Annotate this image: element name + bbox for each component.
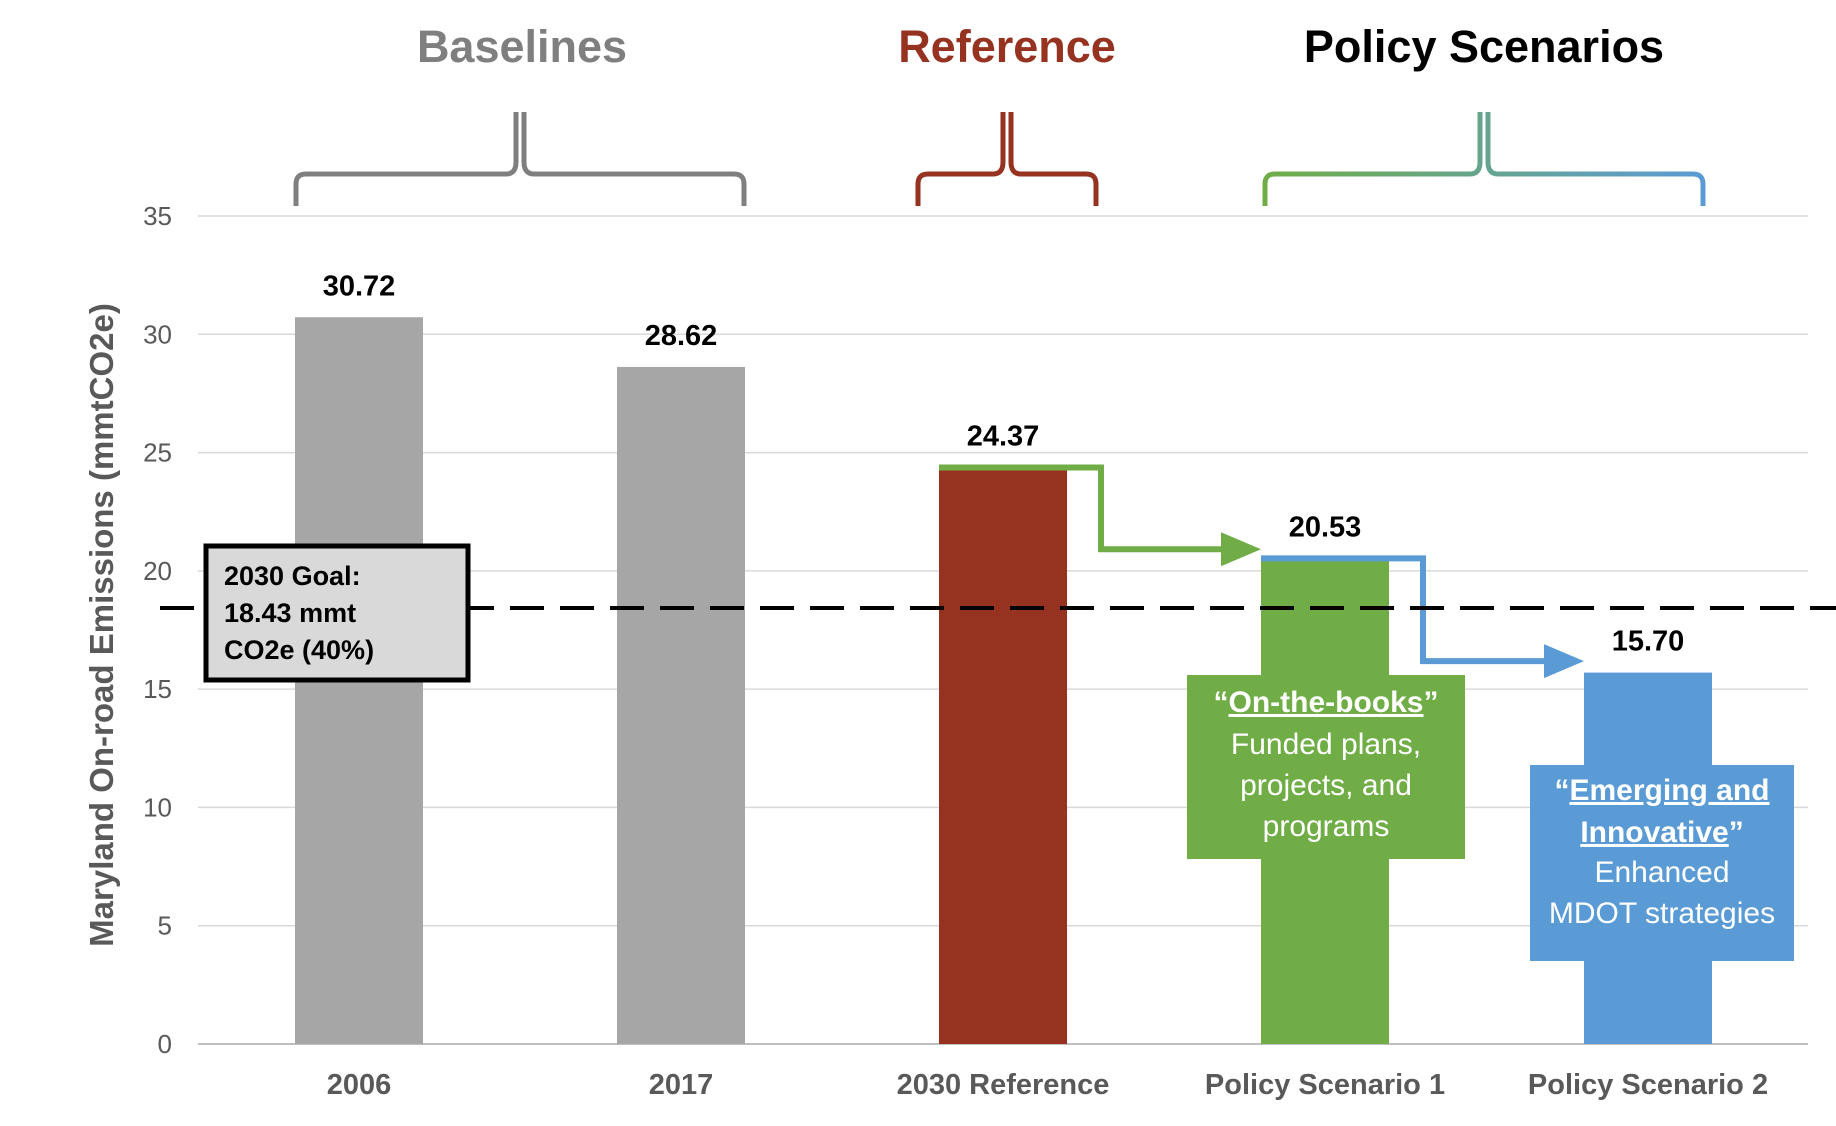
bar <box>617 366 745 1044</box>
data-labels: 30.72 28.62 24.37 20.53 15.70 <box>323 270 1685 657</box>
group-title: Reference <box>898 21 1116 72</box>
y-axis-label: Maryland On-road Emissions (mmtCO2e) <box>83 303 120 947</box>
arrow-head-icon <box>1544 644 1584 679</box>
scenario-notes: “On-the-books” Funded plans, projects, and… <box>1187 675 1794 961</box>
goal-text: CO2e (40%) <box>224 635 374 665</box>
y-tick-label: 35 <box>143 201 172 231</box>
y-tick-label: 15 <box>143 674 172 704</box>
category-label: 2017 <box>649 1069 714 1101</box>
y-tick-label: 20 <box>143 556 172 586</box>
y-tick-label: 0 <box>158 1029 172 1059</box>
y-tick-label: 10 <box>143 792 172 822</box>
note-body: Funded plans, <box>1231 728 1421 761</box>
group-braces: Baselines Reference Policy Scenarios <box>293 21 1706 206</box>
note-body: MDOT strategies <box>1549 897 1775 930</box>
goal-text: 2030 Goal: <box>224 561 361 591</box>
category-label: Policy Scenario 1 <box>1205 1069 1445 1101</box>
note-title: “Emerging and <box>1554 774 1769 807</box>
y-tick-label: 5 <box>158 911 172 941</box>
note-body: projects, and <box>1240 769 1412 802</box>
note-body: programs <box>1263 810 1390 843</box>
category-label: 2006 <box>327 1069 392 1101</box>
group-title: Policy Scenarios <box>1304 21 1664 72</box>
reduction-arrow-line <box>939 464 1227 553</box>
data-label: 15.70 <box>1612 626 1685 658</box>
group-brace <box>293 112 747 206</box>
group-brace <box>1262 112 1706 206</box>
goal-box <box>203 543 471 683</box>
category-label: Policy Scenario 2 <box>1528 1069 1768 1101</box>
bar <box>939 467 1067 1044</box>
note-title: “On-the-books” <box>1214 686 1439 719</box>
category-label: 2030 Reference <box>897 1069 1110 1101</box>
note-box-emerging <box>1530 765 1794 961</box>
data-label: 20.53 <box>1289 511 1362 543</box>
x-axis-categories: 2006 2017 2030 Reference Policy Scenario 1 P… <box>327 1069 1768 1101</box>
data-label: 24.37 <box>967 420 1040 452</box>
y-axis-ticks: 0 5 10 15 20 25 30 35 <box>143 201 172 1059</box>
note-body: Enhanced <box>1594 856 1729 889</box>
group-brace <box>915 112 1099 206</box>
arrow-head-icon <box>1221 532 1261 567</box>
group-title: Baselines <box>417 21 627 72</box>
note-box-on-the-books <box>1187 675 1465 859</box>
note-title: Innovative” <box>1580 816 1743 849</box>
y-tick-label: 25 <box>143 438 172 468</box>
goal-text: 18.43 mmt <box>224 598 356 628</box>
y-tick-label: 30 <box>143 319 172 349</box>
goal-annotation: 2030 Goal: 18.43 mmt CO2e (40%) <box>203 543 471 683</box>
data-label: 30.72 <box>323 270 396 302</box>
data-label: 28.62 <box>645 320 718 352</box>
